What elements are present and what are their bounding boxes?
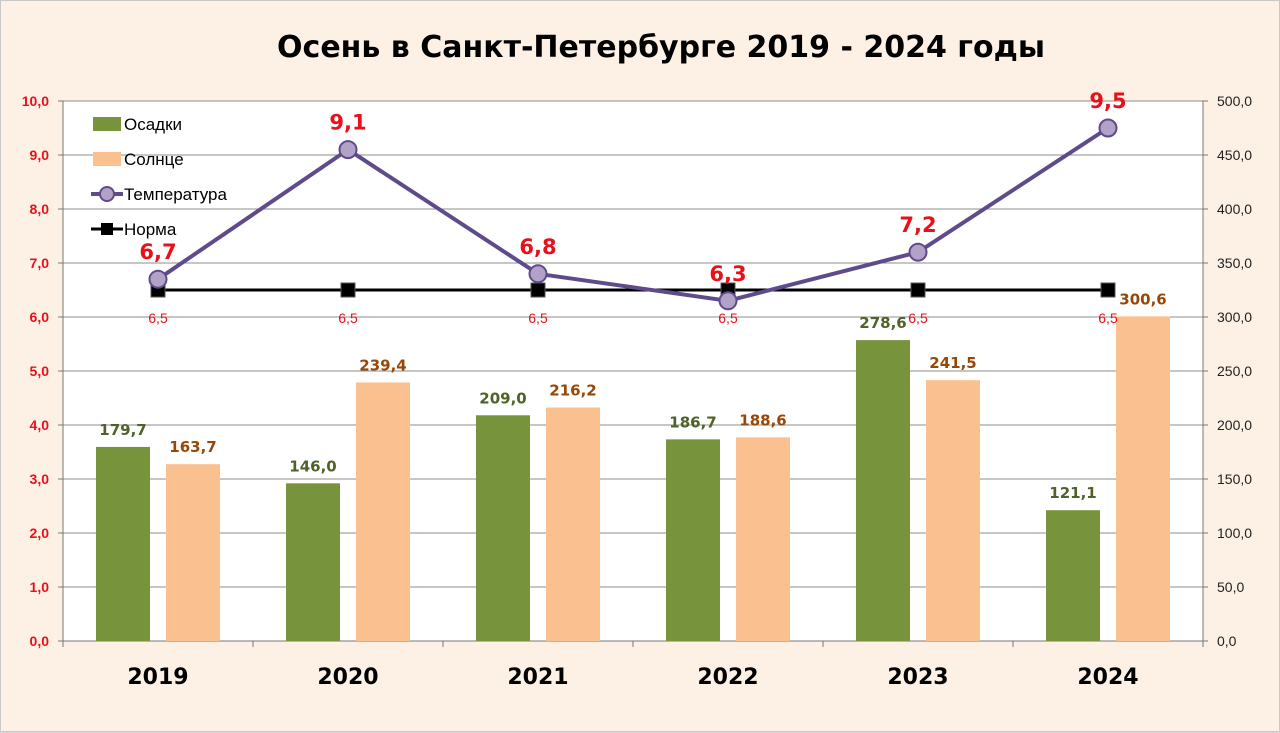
x-tick-label: 2023: [887, 665, 948, 690]
bar-precipitation: [856, 340, 910, 641]
y-left-tick-label: 3,0: [30, 471, 50, 487]
y-left-tick-label: 4,0: [30, 417, 50, 433]
lines: [148, 118, 1118, 311]
data-label-temperature: 6,3: [709, 262, 746, 286]
y-right-tick-label: 250,0: [1217, 363, 1252, 379]
legend-marker-norm: [101, 223, 113, 235]
axes: 0,0 1,0 2,0 3,0 4,0 5,0 6,0 7,0 8,0 9,0 10,0 0,0 50,…: [22, 93, 1252, 690]
bar-precipitation: [286, 483, 340, 641]
y-left-tick-label: 1,0: [30, 579, 50, 595]
bar-sunshine: [926, 380, 980, 641]
y-left-tick-label: 0,0: [30, 633, 50, 649]
y-right-tick-label: 500,0: [1217, 93, 1252, 109]
y-right-tick-label: 450,0: [1217, 147, 1252, 163]
y-left-tick-label: 2,0: [30, 525, 50, 541]
y-right-tick-label: 100,0: [1217, 525, 1252, 541]
data-label-sunshine: 216,2: [549, 382, 596, 400]
data-label-norm: 6,5: [908, 310, 928, 326]
data-label-precipitation: 146,0: [289, 457, 336, 475]
x-tick-label: 2019: [127, 665, 188, 690]
bar-sunshine: [356, 382, 410, 641]
data-label-temperature: 7,2: [899, 213, 936, 237]
bar-precipitation: [476, 415, 530, 641]
data-label-precipitation: 179,7: [99, 421, 146, 439]
marker-temperature: [338, 140, 358, 160]
x-tick-label: 2020: [317, 665, 378, 690]
data-label-sunshine: 241,5: [929, 354, 976, 372]
marker-temperature: [718, 291, 738, 311]
legend-label-temperature: Температура: [124, 185, 228, 204]
y-left-tick-label: 5,0: [30, 363, 50, 379]
data-label-norm: 6,5: [148, 310, 168, 326]
marker-temperature: [528, 264, 548, 284]
y-left-tick-label: 8,0: [30, 201, 50, 217]
data-label-precipitation: 209,0: [479, 389, 526, 407]
data-label-norm: 6,5: [528, 310, 548, 326]
data-label-temperature: 6,8: [519, 235, 556, 259]
y-right-tick-label: 50,0: [1217, 579, 1244, 595]
bar-sunshine: [1116, 316, 1170, 641]
legend: Осадки Солнце Температура Норма: [91, 115, 228, 239]
y-right-tick-label: 150,0: [1217, 471, 1252, 487]
data-label-sunshine: 239,4: [359, 356, 406, 374]
x-tick-label: 2021: [507, 665, 568, 690]
line-temperature: [156, 126, 1110, 303]
legend-label-norm: Норма: [124, 220, 177, 239]
bar-sunshine: [166, 464, 220, 641]
x-tick-label: 2022: [697, 665, 758, 690]
data-label-precipitation: 278,6: [859, 314, 906, 332]
data-label-norm: 6,5: [338, 310, 358, 326]
marker-temperature: [148, 269, 168, 289]
data-label-temperature: 9,5: [1089, 89, 1126, 113]
y-left-tick-label: 9,0: [30, 147, 50, 163]
y-right-tick-label: 0,0: [1217, 633, 1237, 649]
legend-label-sunshine: Солнце: [124, 150, 184, 169]
data-label-sunshine: 188,6: [739, 411, 786, 429]
data-label-sunshine: 300,6: [1119, 290, 1166, 308]
gridlines: [63, 100, 1203, 588]
data-label-precipitation: 121,1: [1049, 484, 1096, 502]
bars: [96, 316, 1170, 641]
marker-norm: [340, 282, 356, 298]
data-label-temperature: 6,7: [139, 240, 176, 264]
data-labels: 179,7 146,0 209,0 186,7 278,6 121,1 163,7 239,4…: [99, 89, 1166, 502]
bar-sunshine: [736, 437, 790, 641]
bar-precipitation: [1046, 510, 1100, 641]
y-left-tick-label: 6,0: [30, 309, 50, 325]
data-label-norm: 6,5: [1098, 310, 1118, 326]
y-right-tick-label: 400,0: [1217, 201, 1252, 217]
marker-norm: [910, 282, 926, 298]
bar-precipitation: [96, 446, 150, 641]
y-right-tick-label: 350,0: [1217, 255, 1252, 271]
data-label-precipitation: 186,7: [669, 413, 716, 431]
legend-label-precipitation: Осадки: [124, 115, 182, 134]
bar-precipitation: [666, 439, 720, 641]
data-label-norm: 6,5: [718, 310, 738, 326]
marker-temperature: [908, 242, 928, 262]
legend-swatch-precipitation: [93, 117, 121, 131]
data-label-sunshine: 163,7: [169, 438, 216, 456]
y-right-tick-label: 200,0: [1217, 417, 1252, 433]
data-label-temperature: 9,1: [329, 111, 366, 135]
y-left-tick-label: 10,0: [22, 93, 49, 109]
marker-temperature: [1098, 118, 1118, 138]
marker-norm: [1100, 282, 1116, 298]
legend-marker-temperature: [99, 186, 115, 202]
y-left-tick-label: 7,0: [30, 255, 50, 271]
chart-title: Осень в Санкт-Петербурге 2019 - 2024 год…: [277, 30, 1045, 65]
y-right-tick-label: 300,0: [1217, 309, 1252, 325]
legend-swatch-sunshine: [93, 152, 121, 166]
bar-sunshine: [546, 407, 600, 641]
marker-norm: [530, 282, 546, 298]
x-tick-label: 2024: [1077, 665, 1138, 690]
